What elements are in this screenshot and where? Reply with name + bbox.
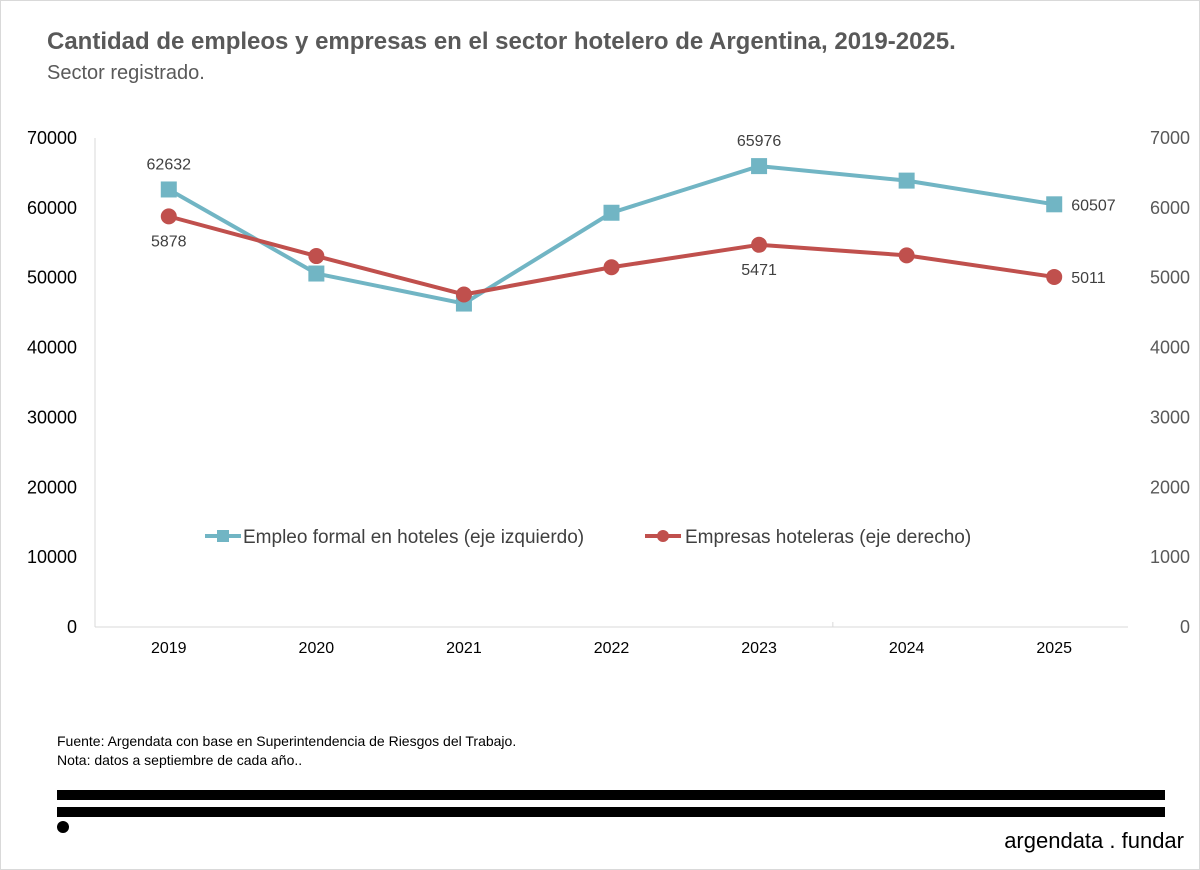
legend-label-empresas: Empresas hoteleras (eje derecho) (685, 527, 971, 548)
x-axis-tick-label: 2024 (889, 640, 925, 657)
data-label: 5878 (151, 233, 187, 250)
chart-title: Cantidad de empleos y empresas en el sec… (47, 28, 956, 55)
source-note: Fuente: Argendata con base en Superinten… (57, 732, 516, 770)
source-text: Fuente: Argendata con base en Superinten… (57, 733, 517, 749)
right-axis-tick-label: 1000 (1150, 547, 1190, 567)
data-label: 5471 (741, 262, 777, 279)
empresas-data-point (455, 286, 472, 303)
empresas-data-point (751, 236, 768, 253)
empresas-data-point (160, 208, 177, 225)
empleo-data-point (603, 204, 620, 221)
empleo-data-point (1046, 196, 1063, 213)
empresas-data-point (898, 247, 915, 264)
right-axis-tick-label: 3000 (1150, 407, 1190, 427)
legend-marker-empleo (217, 530, 229, 542)
right-axis-tick-label: 6000 (1150, 198, 1190, 218)
left-axis-tick-label: 70000 (27, 128, 77, 148)
left-axis-tick-label: 40000 (27, 338, 77, 358)
series-line-empresas (168, 214, 1055, 297)
series-line-empleo (167, 164, 1055, 306)
x-axis-tick-label: 2022 (594, 640, 630, 657)
brand-dot (57, 821, 69, 833)
empleo-data-point (898, 172, 915, 189)
left-axis-tick-label: 20000 (27, 477, 77, 497)
data-label: 60507 (1071, 197, 1116, 214)
chart-subtitle: Sector registrado. (47, 62, 205, 84)
empleo-data-point (751, 158, 768, 175)
right-axis-tick-label: 5000 (1150, 268, 1190, 288)
x-axis-tick-label: 2020 (299, 640, 335, 657)
x-axis-tick-label: 2025 (1036, 640, 1072, 657)
empresas-data-point (603, 259, 620, 276)
data-label: 65976 (737, 133, 782, 150)
right-axis-tick-label: 0 (1180, 617, 1190, 637)
brand-logo: argendata . fundar (1004, 828, 1184, 853)
left-axis-tick-label: 60000 (27, 198, 77, 218)
x-axis-tick-label: 2023 (741, 640, 777, 657)
empleo-data-point (160, 181, 177, 198)
x-axis-tick-label: 2021 (446, 640, 482, 657)
right-axis-tick-label: 2000 (1150, 477, 1190, 497)
left-axis-tick-label: 50000 (27, 268, 77, 288)
x-axis-tick-label: 2019 (151, 640, 187, 657)
data-label: 5011 (1071, 270, 1106, 287)
left-axis-tick-label: 10000 (27, 547, 77, 567)
legend-marker-empresas (657, 530, 669, 542)
brand-stripe-top (57, 790, 1165, 800)
brand-stripe-bottom (57, 807, 1165, 817)
right-axis-tick-label: 4000 (1150, 338, 1190, 358)
data-label: 62632 (147, 156, 192, 173)
legend-label-empleo: Empleo formal en hoteles (eje izquierdo) (243, 527, 584, 548)
note-text: Nota: datos a septiembre de cada año.. (57, 752, 303, 768)
left-axis-tick-label: 0 (67, 617, 77, 637)
empleo-data-point (308, 265, 325, 282)
empresas-data-point (1046, 268, 1063, 285)
left-axis-tick-label: 30000 (27, 407, 77, 427)
right-axis-tick-label: 7000 (1150, 128, 1190, 148)
empresas-data-point (308, 248, 325, 265)
